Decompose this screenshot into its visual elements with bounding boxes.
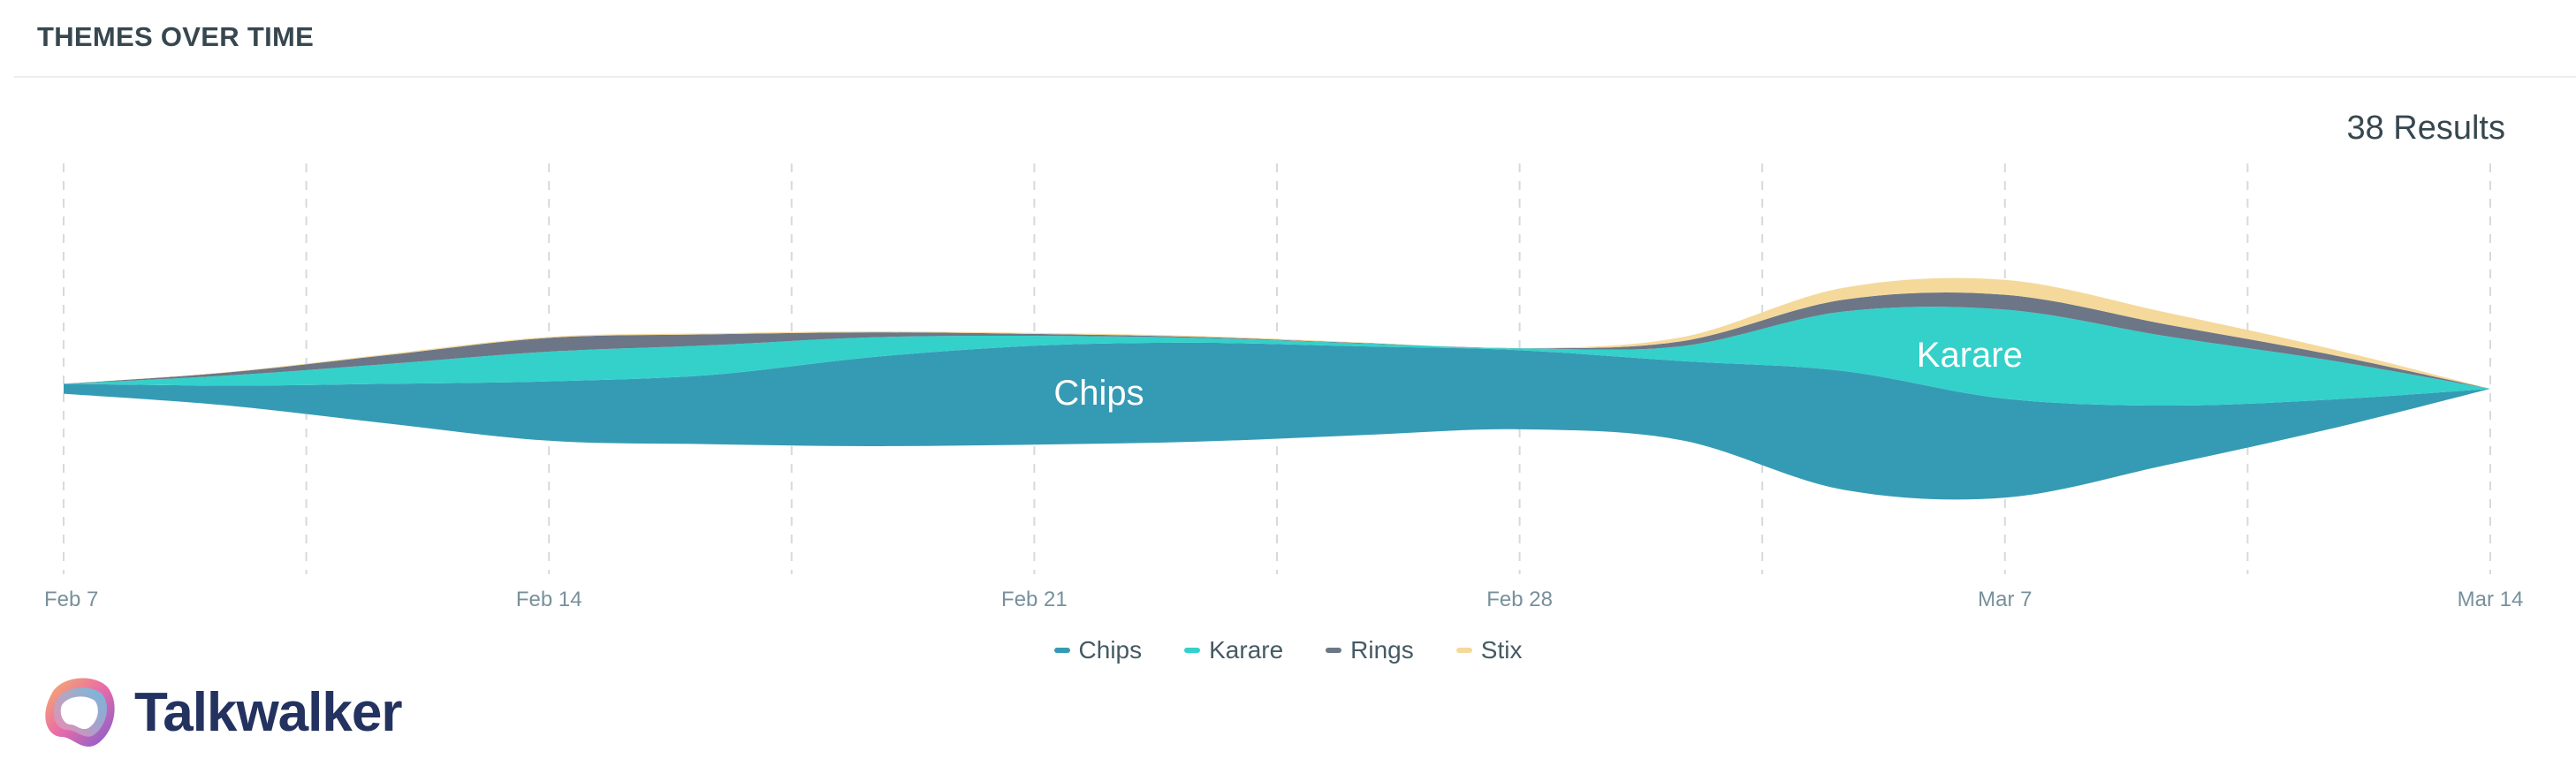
legend-swatch [1053,648,1070,653]
stream-rings[interactable] [64,292,2490,389]
panel-title: THEMES OVER TIME [37,21,315,52]
legend-label: Stix [1480,636,1523,664]
legend-label: Chips [1078,636,1143,664]
legend-swatch [1455,648,1472,653]
x-tick-label: Feb 21 [1001,588,1068,611]
talkwalker-logo-icon [45,678,115,747]
legend-label: Rings [1350,636,1414,664]
x-tick-label: Feb 7 [44,588,98,611]
legend-label: Karare [1209,636,1284,664]
x-tick-label: Feb 28 [1486,588,1553,611]
legend-swatch [1184,648,1201,653]
x-tick-label: Mar 7 [1978,588,2032,611]
legend-swatch [1326,648,1342,653]
stream-chips[interactable] [64,342,2490,500]
panel-header: THEMES OVER TIME [14,0,2576,78]
annotation-karare: Karare [1917,336,2023,375]
x-tick-label: Mar 14 [2458,588,2524,611]
legend-item-rings[interactable]: Rings [1326,636,1414,664]
stream-karare[interactable] [64,307,2490,406]
brand-name: Talkwalker [134,681,402,743]
results-count: 38 Results [2346,110,2505,147]
legend-item-chips[interactable]: Chips [1053,636,1143,664]
legend-item-karare[interactable]: Karare [1184,636,1283,664]
legend-item-stix[interactable]: Stix [1455,636,1523,664]
x-tick-label: Feb 14 [516,588,582,611]
annotation-chips: Chips [1053,374,1144,413]
themes-chart: Chips Karare Feb 7 Feb 14 Feb 21 Feb 28 Mar 7 M… [44,163,2524,611]
chart-legend: Chips Karare Rings Stix [0,636,2576,664]
talkwalker-logo: Talkwalker [34,666,402,758]
